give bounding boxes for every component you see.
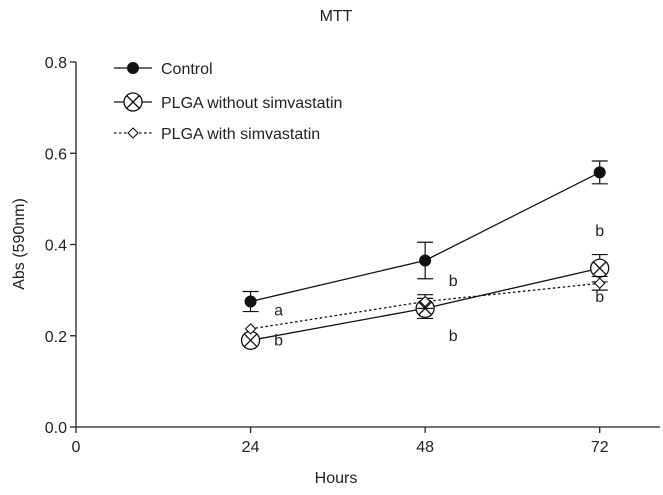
marker-cross-line [126, 95, 140, 109]
marker-filled-circle [244, 295, 257, 308]
marker-filled-circle [419, 254, 432, 267]
marker-open-diamond [419, 295, 431, 308]
marker-circled-x [123, 92, 143, 112]
marker-filled-circle [593, 166, 606, 179]
marker-open-diamond [244, 323, 257, 335]
y-tick-label: 0.0 [45, 420, 67, 437]
series-line [250, 171, 601, 303]
marker-cross-line [243, 333, 258, 348]
series-plga-with-simvastatin [244, 275, 608, 335]
significance-label: b [449, 328, 458, 345]
y-tick-label: 0.4 [45, 238, 67, 255]
significance-label: b [595, 289, 604, 306]
marker-circled-x [590, 258, 610, 278]
x-tick-label: 24 [242, 439, 260, 456]
plot-area [240, 160, 610, 350]
x-tick-label: 48 [416, 439, 434, 456]
y-tick-label: 0.6 [45, 146, 67, 163]
x-tick-label: 72 [591, 439, 609, 456]
series-control [242, 160, 608, 313]
chart-title: MTT [320, 8, 353, 25]
legend: Control PLGA without simvastatin PLGA with… [114, 61, 342, 143]
legend-label: PLGA without simvastatin [161, 95, 342, 112]
significance-label: b [274, 332, 283, 349]
marker-open-diamond [127, 127, 139, 139]
marker-open-diamond [593, 277, 606, 290]
legend-entry: PLGA without simvastatin [114, 92, 342, 112]
legend-entry: Control [114, 61, 213, 78]
y-tick-label: 0.2 [45, 329, 67, 346]
y-tick-label: 0.8 [45, 55, 67, 72]
x-axis-label: Hours [315, 470, 358, 487]
significance-label: a [274, 303, 283, 320]
y-axis-label: Abs (590nm) [11, 198, 28, 290]
x-ticks: 0 24 48 72 [72, 427, 609, 456]
legend-label: Control [161, 61, 213, 78]
marker-cross-line [592, 261, 607, 276]
legend-entry: PLGA with simvastatin [114, 126, 320, 143]
y-ticks: 0.0 0.2 0.4 0.6 0.8 [45, 55, 76, 437]
legend-label: PLGA with simvastatin [161, 126, 320, 143]
significance-label: b [449, 273, 458, 290]
x-tick-label: 0 [72, 439, 81, 456]
marker-filled-circle [127, 62, 139, 74]
significance-label: b [595, 223, 604, 240]
